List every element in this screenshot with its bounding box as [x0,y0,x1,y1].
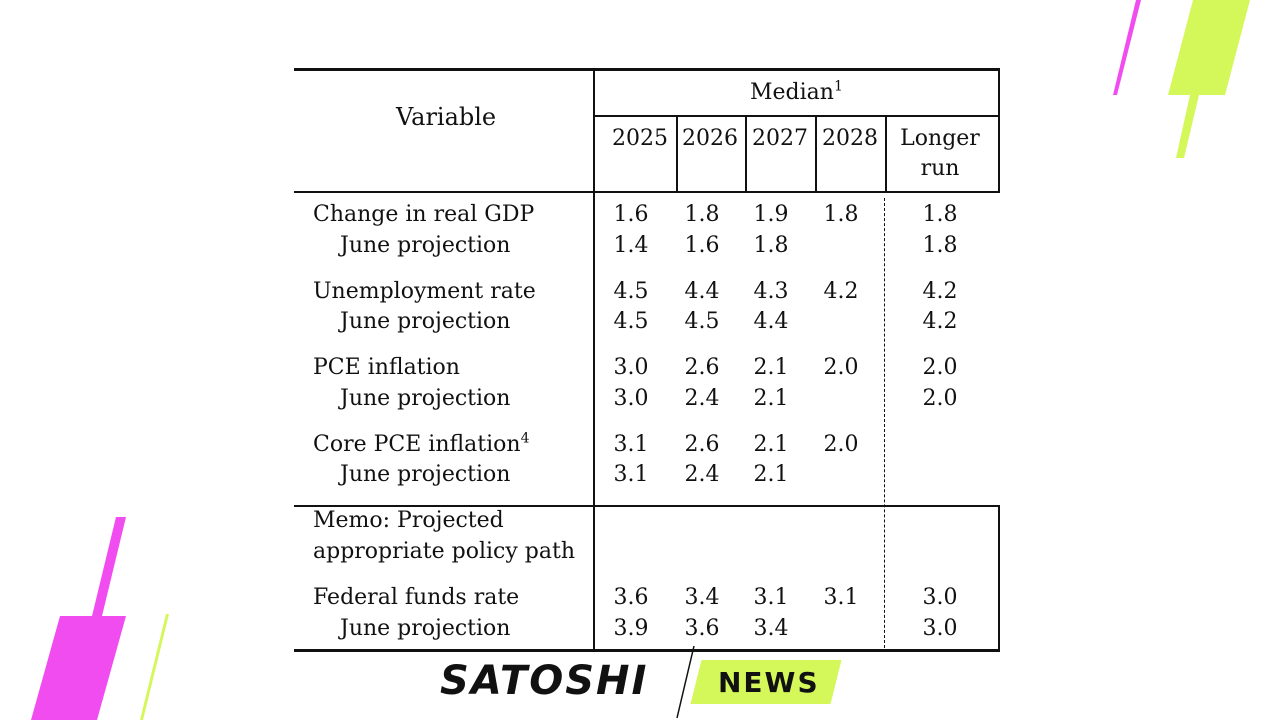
row-value: 4.2 [823,279,859,304]
row-label: Core PCE inflation4 [313,432,530,458]
rule-right-edge-lower [998,505,1000,651]
row-label-footnote: 4 [520,430,530,447]
lime-stripe-top [1176,95,1199,158]
fed-funds-value: 3.4 [684,585,720,610]
rule-year-3 [815,116,817,192]
june-value: 2.4 [684,462,720,487]
row-label-text: Core PCE inflation [313,432,521,457]
row-value: 4.3 [753,279,789,304]
row-label: Change in real GDP [313,202,535,227]
fed-funds-june-longer-run: 3.0 [922,616,958,641]
june-value: 3.1 [613,462,649,487]
june-label: June projection [340,386,511,411]
fed-funds-label: Federal funds rate [313,585,520,610]
june-longer-run: 4.2 [922,309,958,334]
june-label: June projection [340,309,511,334]
row-label: PCE inflation [313,355,460,380]
economic-projections-table: Variable Median1 2025 2026 2027 2028 Lon… [294,68,1000,652]
june-value: 2.4 [684,386,720,411]
rule-bottom [294,649,1000,652]
rule-left-of-values [593,68,595,651]
row-label: Unemployment rate [313,279,536,304]
row-value: 2.1 [753,432,789,457]
rule-year-4 [885,116,887,192]
rule-top [294,68,1000,71]
rule-under-median [593,115,1000,117]
june-value: 4.5 [684,309,720,334]
fed-funds-longer-run: 3.0 [922,585,958,610]
header-median-text: Median [750,80,834,105]
header-median: Median1 [750,80,843,106]
magenta-block-bottom [31,616,126,720]
june-value: 1.6 [684,233,720,258]
fed-funds-value: 3.1 [823,585,859,610]
june-value: 2.1 [753,462,789,487]
row-longer-run: 2.0 [922,355,958,380]
june-value: 4.5 [613,309,649,334]
header-year-2025: 2025 [612,126,668,151]
header-year-2026: 2026 [682,126,738,151]
fed-funds-june-value: 3.9 [613,616,649,641]
header-median-footnote: 1 [833,78,843,95]
header-longer-run-1: Longer [900,126,980,151]
header-year-2028: 2028 [822,126,878,151]
rule-year-2 [745,116,747,192]
row-value: 2.1 [753,355,789,380]
june-label: June projection [340,233,511,258]
rule-right-edge [998,68,1000,192]
logo-word-satoshi: SATOSHI [440,658,649,704]
june-value: 1.4 [613,233,649,258]
row-value: 2.6 [684,432,720,457]
header-year-2027: 2027 [752,126,808,151]
fed-funds-june-value: 3.4 [753,616,789,641]
header-variable: Variable [396,103,497,131]
row-value: 4.4 [684,279,720,304]
row-value: 1.9 [753,202,789,227]
fed-funds-value: 3.1 [753,585,789,610]
row-value: 1.6 [613,202,649,227]
row-value: 2.6 [684,355,720,380]
memo-line-2: appropriate policy path [313,539,576,564]
june-longer-run: 1.8 [922,233,958,258]
june-value: 4.4 [753,309,789,334]
logo-slash-line [676,645,695,719]
magenta-stripe-bottom [92,517,126,616]
magenta-stripe-top [1113,0,1141,95]
lime-stripe-bottom [140,614,169,720]
header-longer-run-2: run [920,156,960,181]
memo-line-1: Memo: Projected [313,508,504,533]
dashed-rule-longer-run [884,198,885,648]
logo-word-news: NEWS [718,666,820,699]
june-value: 1.8 [753,233,789,258]
lime-block-top [1168,0,1250,95]
row-value: 1.8 [684,202,720,227]
row-value: 4.5 [613,279,649,304]
row-value: 3.1 [613,432,649,457]
june-value: 2.1 [753,386,789,411]
fed-funds-june-label: June projection [340,616,511,641]
fed-funds-value: 3.6 [613,585,649,610]
row-value: 2.0 [823,432,859,457]
row-value: 3.0 [613,355,649,380]
rule-above-memo [294,505,1000,507]
rule-under-header [294,191,1000,193]
row-value: 2.0 [823,355,859,380]
june-label: June projection [340,462,511,487]
fed-funds-june-value: 3.6 [684,616,720,641]
row-longer-run: 1.8 [922,202,958,227]
row-value: 1.8 [823,202,859,227]
row-longer-run: 4.2 [922,279,958,304]
rule-year-1 [676,116,678,192]
june-value: 3.0 [613,386,649,411]
june-longer-run: 2.0 [922,386,958,411]
